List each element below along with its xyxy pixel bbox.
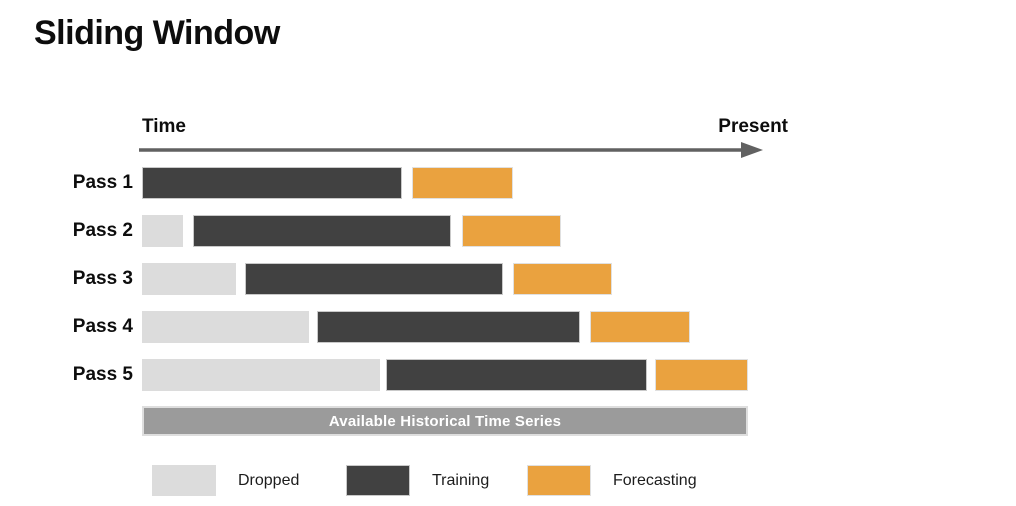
dropped-segment (142, 359, 380, 391)
legend-item-dropped: Dropped (152, 465, 299, 496)
legend: Dropped Training Forecasting (0, 465, 1016, 497)
available-series-bar: Available Historical Time Series (142, 406, 748, 436)
dropped-segment (142, 311, 309, 343)
pass-label: Pass 2 (72, 220, 133, 241)
training-segment (193, 215, 451, 247)
forecasting-segment (655, 359, 748, 391)
forecasting-swatch (527, 465, 591, 496)
legend-item-forecasting: Forecasting (527, 465, 697, 496)
pass-row: Pass 4 (0, 311, 1016, 343)
pass-row: Pass 5 (0, 359, 1016, 391)
training-segment (317, 311, 580, 343)
legend-label: Forecasting (613, 471, 697, 489)
available-series-label: Available Historical Time Series (328, 412, 562, 430)
pass-row: Pass 3 (0, 263, 1016, 295)
pass-label: Pass 1 (72, 172, 133, 193)
forecasting-segment (462, 215, 561, 247)
legend-item-training: Training (346, 465, 489, 496)
training-swatch (346, 465, 410, 496)
training-segment (142, 167, 402, 199)
dropped-swatch (152, 465, 216, 496)
pass-label: Pass 3 (72, 268, 133, 289)
dropped-segment (142, 263, 236, 295)
dropped-segment (142, 215, 183, 247)
forecasting-segment (590, 311, 690, 343)
pass-label: Pass 5 (72, 364, 133, 385)
pass-row: Pass 2 (0, 215, 1016, 247)
forecasting-segment (412, 167, 513, 199)
training-segment (386, 359, 647, 391)
time-axis-arrow-icon (139, 142, 763, 158)
training-segment (245, 263, 503, 295)
pass-row: Pass 1 (0, 167, 1016, 199)
pass-label: Pass 4 (72, 316, 133, 337)
legend-label: Training (432, 471, 490, 489)
forecasting-segment (513, 263, 612, 295)
time-axis-end-label: Present (718, 116, 788, 137)
time-axis-start-label: Time (142, 116, 187, 137)
page-title: Sliding Window (34, 14, 280, 52)
legend-label: Dropped (238, 471, 300, 489)
